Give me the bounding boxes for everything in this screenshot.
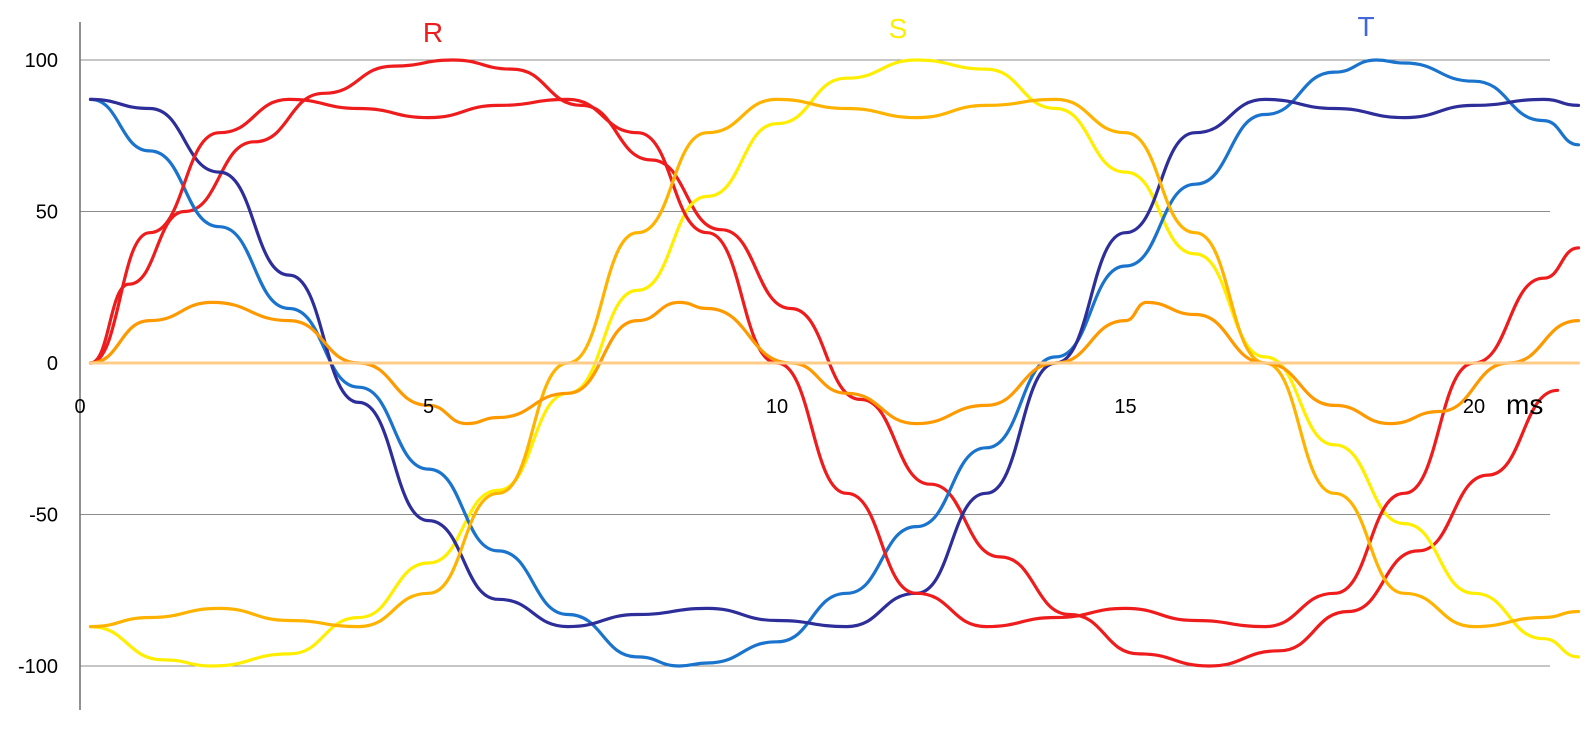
series-line-2	[88, 58, 1581, 668]
x-tick-label: 20	[1463, 396, 1485, 418]
y-tick-label: 100	[25, 50, 58, 72]
grid-lines	[80, 59, 1550, 667]
phase-label-r: R	[423, 17, 443, 48]
y-tick-label: -100	[18, 656, 58, 678]
series-line-5	[88, 97, 1581, 629]
series-line-4	[88, 97, 1581, 629]
phase-label-s: S	[889, 13, 908, 44]
series-line-1	[88, 58, 1560, 668]
y-tick-label: 0	[47, 353, 58, 375]
series-lines	[88, 58, 1581, 668]
x-tick-label: 5	[423, 396, 434, 418]
y-tick-label: 50	[36, 202, 58, 224]
phase-label-t: T	[1357, 11, 1374, 42]
y-tick-label: -50	[29, 505, 58, 527]
x-tick-label: 10	[766, 396, 788, 418]
tick-labels: 100 50 0 -50 -100 0 5 10 15 20	[18, 50, 1485, 678]
x-tick-label: 0	[74, 396, 85, 418]
series-line-6	[88, 97, 1581, 629]
x-axis-label: ms	[1506, 389, 1543, 420]
x-tick-label: 15	[1114, 396, 1136, 418]
